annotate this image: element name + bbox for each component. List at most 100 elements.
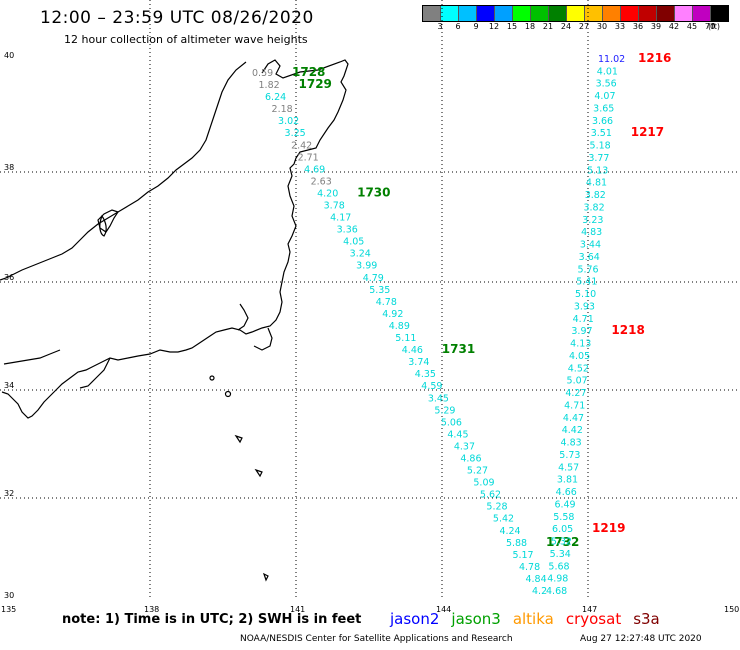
- cryosat-wave-value: 4.05: [569, 351, 590, 362]
- jason3-wave-value: 5.11: [395, 333, 416, 344]
- cryosat-wave-value: 5.34: [550, 549, 571, 560]
- legend-swatch: [513, 6, 531, 21]
- cryosat-wave-value: 4.71: [573, 314, 594, 325]
- jason3-wave-value: 5.17: [512, 550, 533, 561]
- jason3-wave-value: 3.99: [356, 261, 377, 272]
- lat-label: 40: [4, 51, 14, 60]
- cryosat-wave-value: 4.42: [562, 425, 583, 436]
- jason3-wave-value: 4.35: [415, 369, 436, 380]
- jason3-wave-value: 4.20: [317, 188, 338, 199]
- cryosat-wave-value: 5.41: [576, 277, 597, 288]
- longitude-labels: 135 138 141 144 147 150: [1, 605, 739, 614]
- cryosat-wave-value: 3.65: [593, 103, 614, 114]
- jason3-wave-value: 4.79: [363, 273, 384, 284]
- cryosat-wave-value: 3.64: [579, 252, 600, 263]
- jason3-wave-value: 4.45: [447, 429, 468, 440]
- generation-timestamp: Aug 27 12:27:48 UTC 2020: [580, 634, 702, 644]
- legend-label: 12: [488, 22, 500, 31]
- legend-label: 39: [650, 22, 662, 31]
- color-legend-bar: [422, 5, 729, 22]
- jason3-time-label: 1730: [357, 185, 390, 199]
- jason3-wave-value: 4.84: [525, 574, 546, 585]
- legend-label: 3: [437, 22, 443, 31]
- jason3-wave-value: 3.36: [337, 225, 358, 236]
- satellite-legend: jason2 jason3 altika cryosat s3a: [390, 610, 672, 628]
- jason3-wave-value: 4.78: [519, 562, 540, 573]
- jason3-wave-value: 5.88: [506, 538, 527, 549]
- lon-label: 144: [436, 605, 451, 614]
- legend-swatch: [675, 6, 693, 21]
- page-title: 12:00 – 23:59 UTC 08/26/2020: [40, 8, 314, 28]
- jason3-wave-value: 4.46: [402, 345, 423, 356]
- cryosat-wave-value: 5.32: [551, 537, 572, 548]
- jason3-wave-value: 4.78: [376, 297, 397, 308]
- legend-swatch: [423, 6, 441, 21]
- legend-label: 18: [524, 22, 536, 31]
- jason3-wave-value: 3.25: [285, 128, 306, 139]
- footer-note: note: 1) Time is in UTC; 2) SWH is in fe…: [62, 612, 362, 627]
- jason3-time-label: 1729: [299, 77, 332, 91]
- jason3-wave-value: 1.82: [259, 80, 280, 91]
- jason3-wave-value: 4.37: [454, 441, 475, 452]
- cryosat-time-label: 1216: [638, 51, 671, 65]
- lon-label: 138: [144, 605, 159, 614]
- legend-label: 70: [704, 22, 716, 31]
- cryosat-wave-value: 3.82: [583, 202, 604, 213]
- jason3-wave-value: 3.78: [324, 201, 345, 212]
- satellite-name: altika: [512, 610, 554, 628]
- jason3-wave-value: 5.35: [369, 285, 390, 296]
- legend-swatch: [603, 6, 621, 21]
- cryosat-wave-value: 5.13: [587, 165, 608, 176]
- legend-swatch: [711, 6, 728, 21]
- cryosat-time-label: 1218: [611, 323, 644, 337]
- jason3-wave-value: 4.24: [499, 526, 520, 537]
- cryosat-wave-value: 11.02: [598, 54, 625, 65]
- legend-swatch: [531, 6, 549, 21]
- legend-swatch: [621, 6, 639, 21]
- jason3-wave-value: 4.92: [382, 309, 403, 320]
- credit-text: NOAA/NESDIS Center for Satellite Applica…: [240, 634, 513, 644]
- jason3-wave-value: 4.86: [460, 453, 481, 464]
- legend-swatch: [657, 6, 675, 21]
- jason3-track: 0.591.826.242.183.023.252.422.714.692.63…: [252, 65, 579, 597]
- jason3-wave-value: 0.59: [252, 68, 273, 79]
- lon-label: 135: [1, 605, 16, 614]
- cryosat-wave-value: 5.10: [575, 289, 596, 300]
- cryosat-wave-value: 3.82: [585, 190, 606, 201]
- cryosat-time-label: 1219: [592, 521, 625, 535]
- legend-label: 36: [632, 22, 644, 31]
- cryosat-wave-value: 3.51: [591, 128, 612, 139]
- lon-label: 147: [582, 605, 597, 614]
- cryosat-wave-value: 6.49: [554, 499, 575, 510]
- legend-label: 6: [455, 22, 461, 31]
- cryosat-wave-value: 3.66: [592, 116, 613, 127]
- jason3-wave-value: 5.09: [473, 478, 494, 489]
- jason3-wave-value: 4.69: [304, 164, 325, 175]
- jason3-wave-value: 4.2: [532, 586, 547, 597]
- cryosat-wave-value: 5.07: [567, 376, 588, 387]
- cryosat-wave-value: 4.83: [581, 227, 602, 238]
- cryosat-wave-value: 3.81: [557, 475, 578, 486]
- jason3-wave-value: 4.89: [389, 321, 410, 332]
- jason3-time-label: 1731: [442, 342, 475, 356]
- latitude-labels: 40 38 36 34 32 30: [4, 51, 14, 600]
- satellite-name: s3a: [633, 610, 660, 628]
- legend-label: 21: [542, 22, 554, 31]
- jason3-wave-value: 6.24: [265, 92, 286, 103]
- cryosat-wave-value: 3.56: [596, 79, 617, 90]
- jason3-wave-value: 3.24: [350, 249, 371, 260]
- jason3-wave-value: 3.45: [428, 393, 449, 404]
- cryosat-wave-value: 4.27: [565, 388, 586, 399]
- lat-label: 30: [4, 591, 14, 600]
- legend-label: 42: [668, 22, 680, 31]
- cryosat-wave-value: 4.52: [568, 363, 589, 374]
- jason3-wave-value: 4.59: [421, 381, 442, 392]
- cryosat-wave-value: 4.83: [561, 438, 582, 449]
- cryosat-wave-value: 4.71: [564, 400, 585, 411]
- jason3-wave-value: 5.42: [493, 514, 514, 525]
- legend-label: 15: [506, 22, 518, 31]
- cryosat-wave-value: 4.01: [597, 66, 618, 77]
- cryosat-wave-value: 4.98: [547, 574, 568, 585]
- jason3-wave-value: 3.74: [408, 357, 429, 368]
